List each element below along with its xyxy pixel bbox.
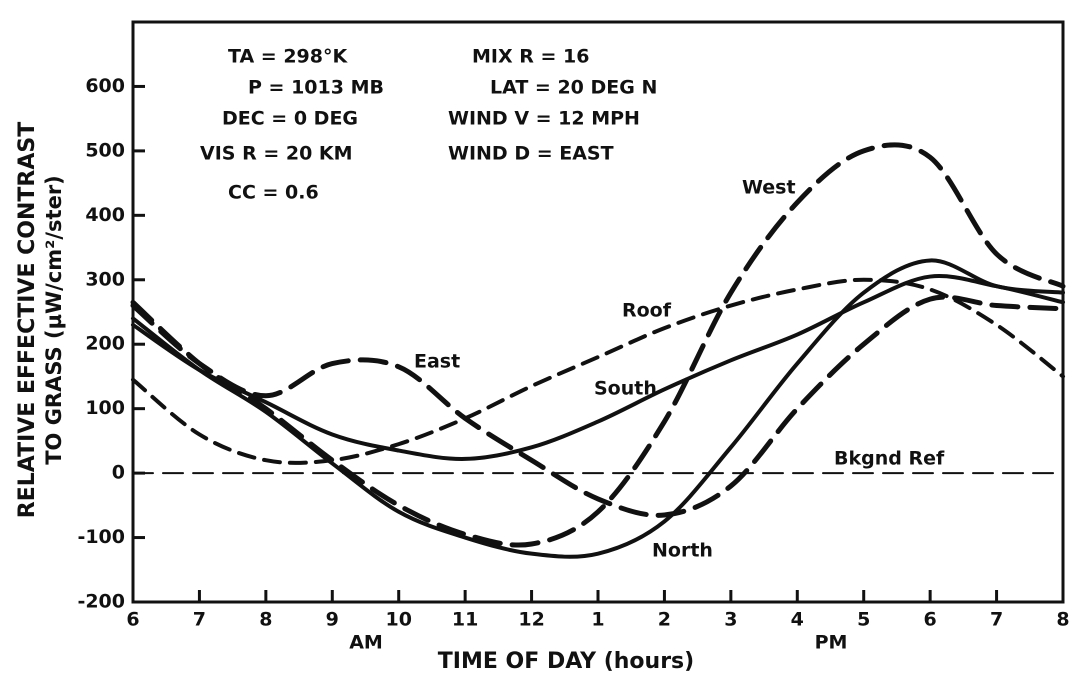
- x-tick-label: 10: [385, 609, 411, 631]
- y-tick-label: -100: [77, 526, 125, 548]
- y-tick-label: 0: [112, 462, 125, 484]
- series-label: East: [414, 351, 460, 373]
- annotation: WIND V = 12 MPH: [448, 108, 640, 130]
- x-tick-label: 7: [193, 609, 206, 631]
- x-tick-label: 6: [924, 609, 937, 631]
- x-tick-label: 4: [791, 609, 804, 631]
- y-tick-label: 600: [85, 75, 125, 97]
- y-tick-label: 300: [85, 268, 125, 290]
- y-tick-label: 400: [85, 204, 125, 226]
- annotation: VIS R = 20 KM: [200, 143, 353, 165]
- annotation: TA = 298°K: [228, 46, 349, 68]
- series-label: South: [594, 378, 657, 400]
- x-tick-label: 7: [990, 609, 1003, 631]
- series-label: Roof: [622, 300, 672, 322]
- x-tick-label: 8: [1056, 609, 1069, 631]
- annotation: DEC = 0 DEG: [222, 108, 358, 130]
- x-tick-label: 8: [259, 609, 272, 631]
- annotation: P = 1013 MB: [248, 77, 384, 99]
- annotation: MIX R = 16: [472, 46, 589, 68]
- x-tick-label: 5: [857, 609, 870, 631]
- annotation: CC = 0.6: [228, 182, 319, 204]
- y-tick-label: 100: [85, 397, 125, 419]
- y-axis-label: RELATIVE EFFECTIVE CONTRAST: [15, 122, 40, 518]
- annotation: LAT = 20 DEG N: [490, 77, 657, 99]
- x-tick-label: 11: [452, 609, 478, 631]
- x-tick-label: 2: [658, 609, 671, 631]
- series-line: [130, 142, 1066, 548]
- x-tick-label: 3: [724, 609, 737, 631]
- x-tick-label: 1: [591, 609, 604, 631]
- period-label: PM: [815, 632, 848, 654]
- y-tick-label: 500: [85, 139, 125, 161]
- series-line: [131, 258, 1065, 559]
- y-tick-label: -200: [77, 591, 125, 613]
- series-line: [131, 274, 1065, 461]
- period-label: AM: [349, 632, 383, 654]
- annotation: WIND D = EAST: [448, 143, 614, 165]
- y-axis-label: TO GRASS (µW/cm²/ster): [42, 175, 66, 465]
- y-tick-label: 200: [85, 333, 125, 355]
- x-axis-label: TIME OF DAY (hours): [438, 649, 694, 674]
- series-line: [131, 277, 1065, 465]
- series-label: West: [742, 177, 796, 199]
- x-tick-label: 6: [126, 609, 139, 631]
- series-label: Bkgnd Ref: [834, 448, 945, 470]
- series-line: [130, 294, 1066, 518]
- series-label: North: [652, 540, 713, 562]
- x-tick-label: 9: [326, 609, 339, 631]
- x-tick-label: 12: [518, 609, 544, 631]
